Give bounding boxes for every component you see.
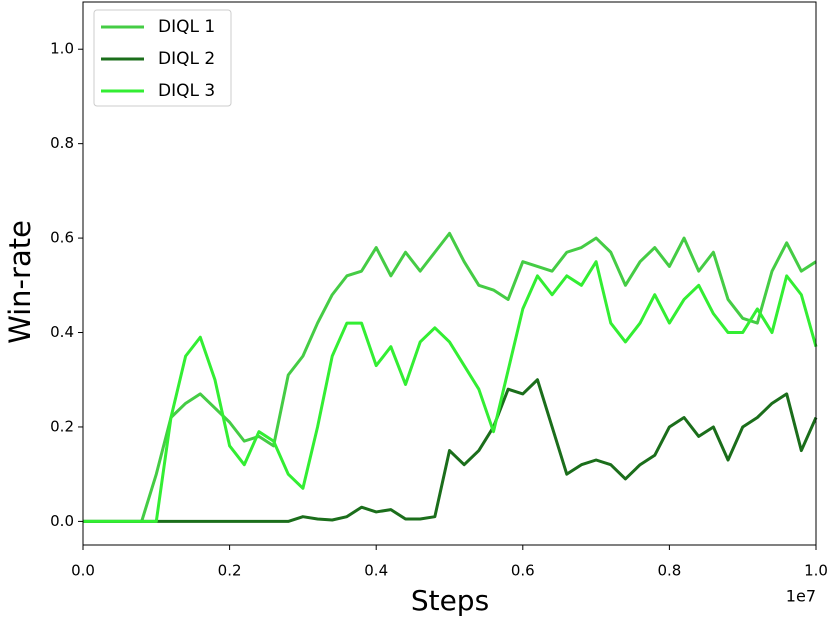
x-tick-label: 1.0 <box>804 562 828 580</box>
legend-label: DIQL 2 <box>158 49 215 69</box>
y-tick-label: 1.0 <box>50 40 74 58</box>
x-tick-label: 0.0 <box>71 562 95 580</box>
series-line <box>83 231 817 523</box>
series-line <box>83 378 818 523</box>
y-tick-label: 0.6 <box>50 229 74 247</box>
legend-box <box>93 9 232 107</box>
y-axis-label: Win-rate <box>3 220 37 344</box>
series-line <box>83 260 818 523</box>
x-axis-label: Steps <box>411 584 489 617</box>
x-tick-label: 0.8 <box>657 562 681 580</box>
y-tick-label: 0.8 <box>50 134 74 152</box>
y-tick-label: 0.4 <box>50 323 74 341</box>
plot-frame <box>82 1 817 546</box>
x-tick-label: 0.6 <box>511 562 535 580</box>
x-offset-label: 1e7 <box>786 587 816 606</box>
legend-label: DIQL 1 <box>158 17 215 37</box>
x-tick-label: 0.2 <box>218 562 242 580</box>
x-tick-label: 0.4 <box>364 562 388 580</box>
y-tick-label: 0.2 <box>50 417 74 435</box>
y-tick-label: 0.0 <box>50 512 74 530</box>
legend-label: DIQL 3 <box>158 81 215 101</box>
